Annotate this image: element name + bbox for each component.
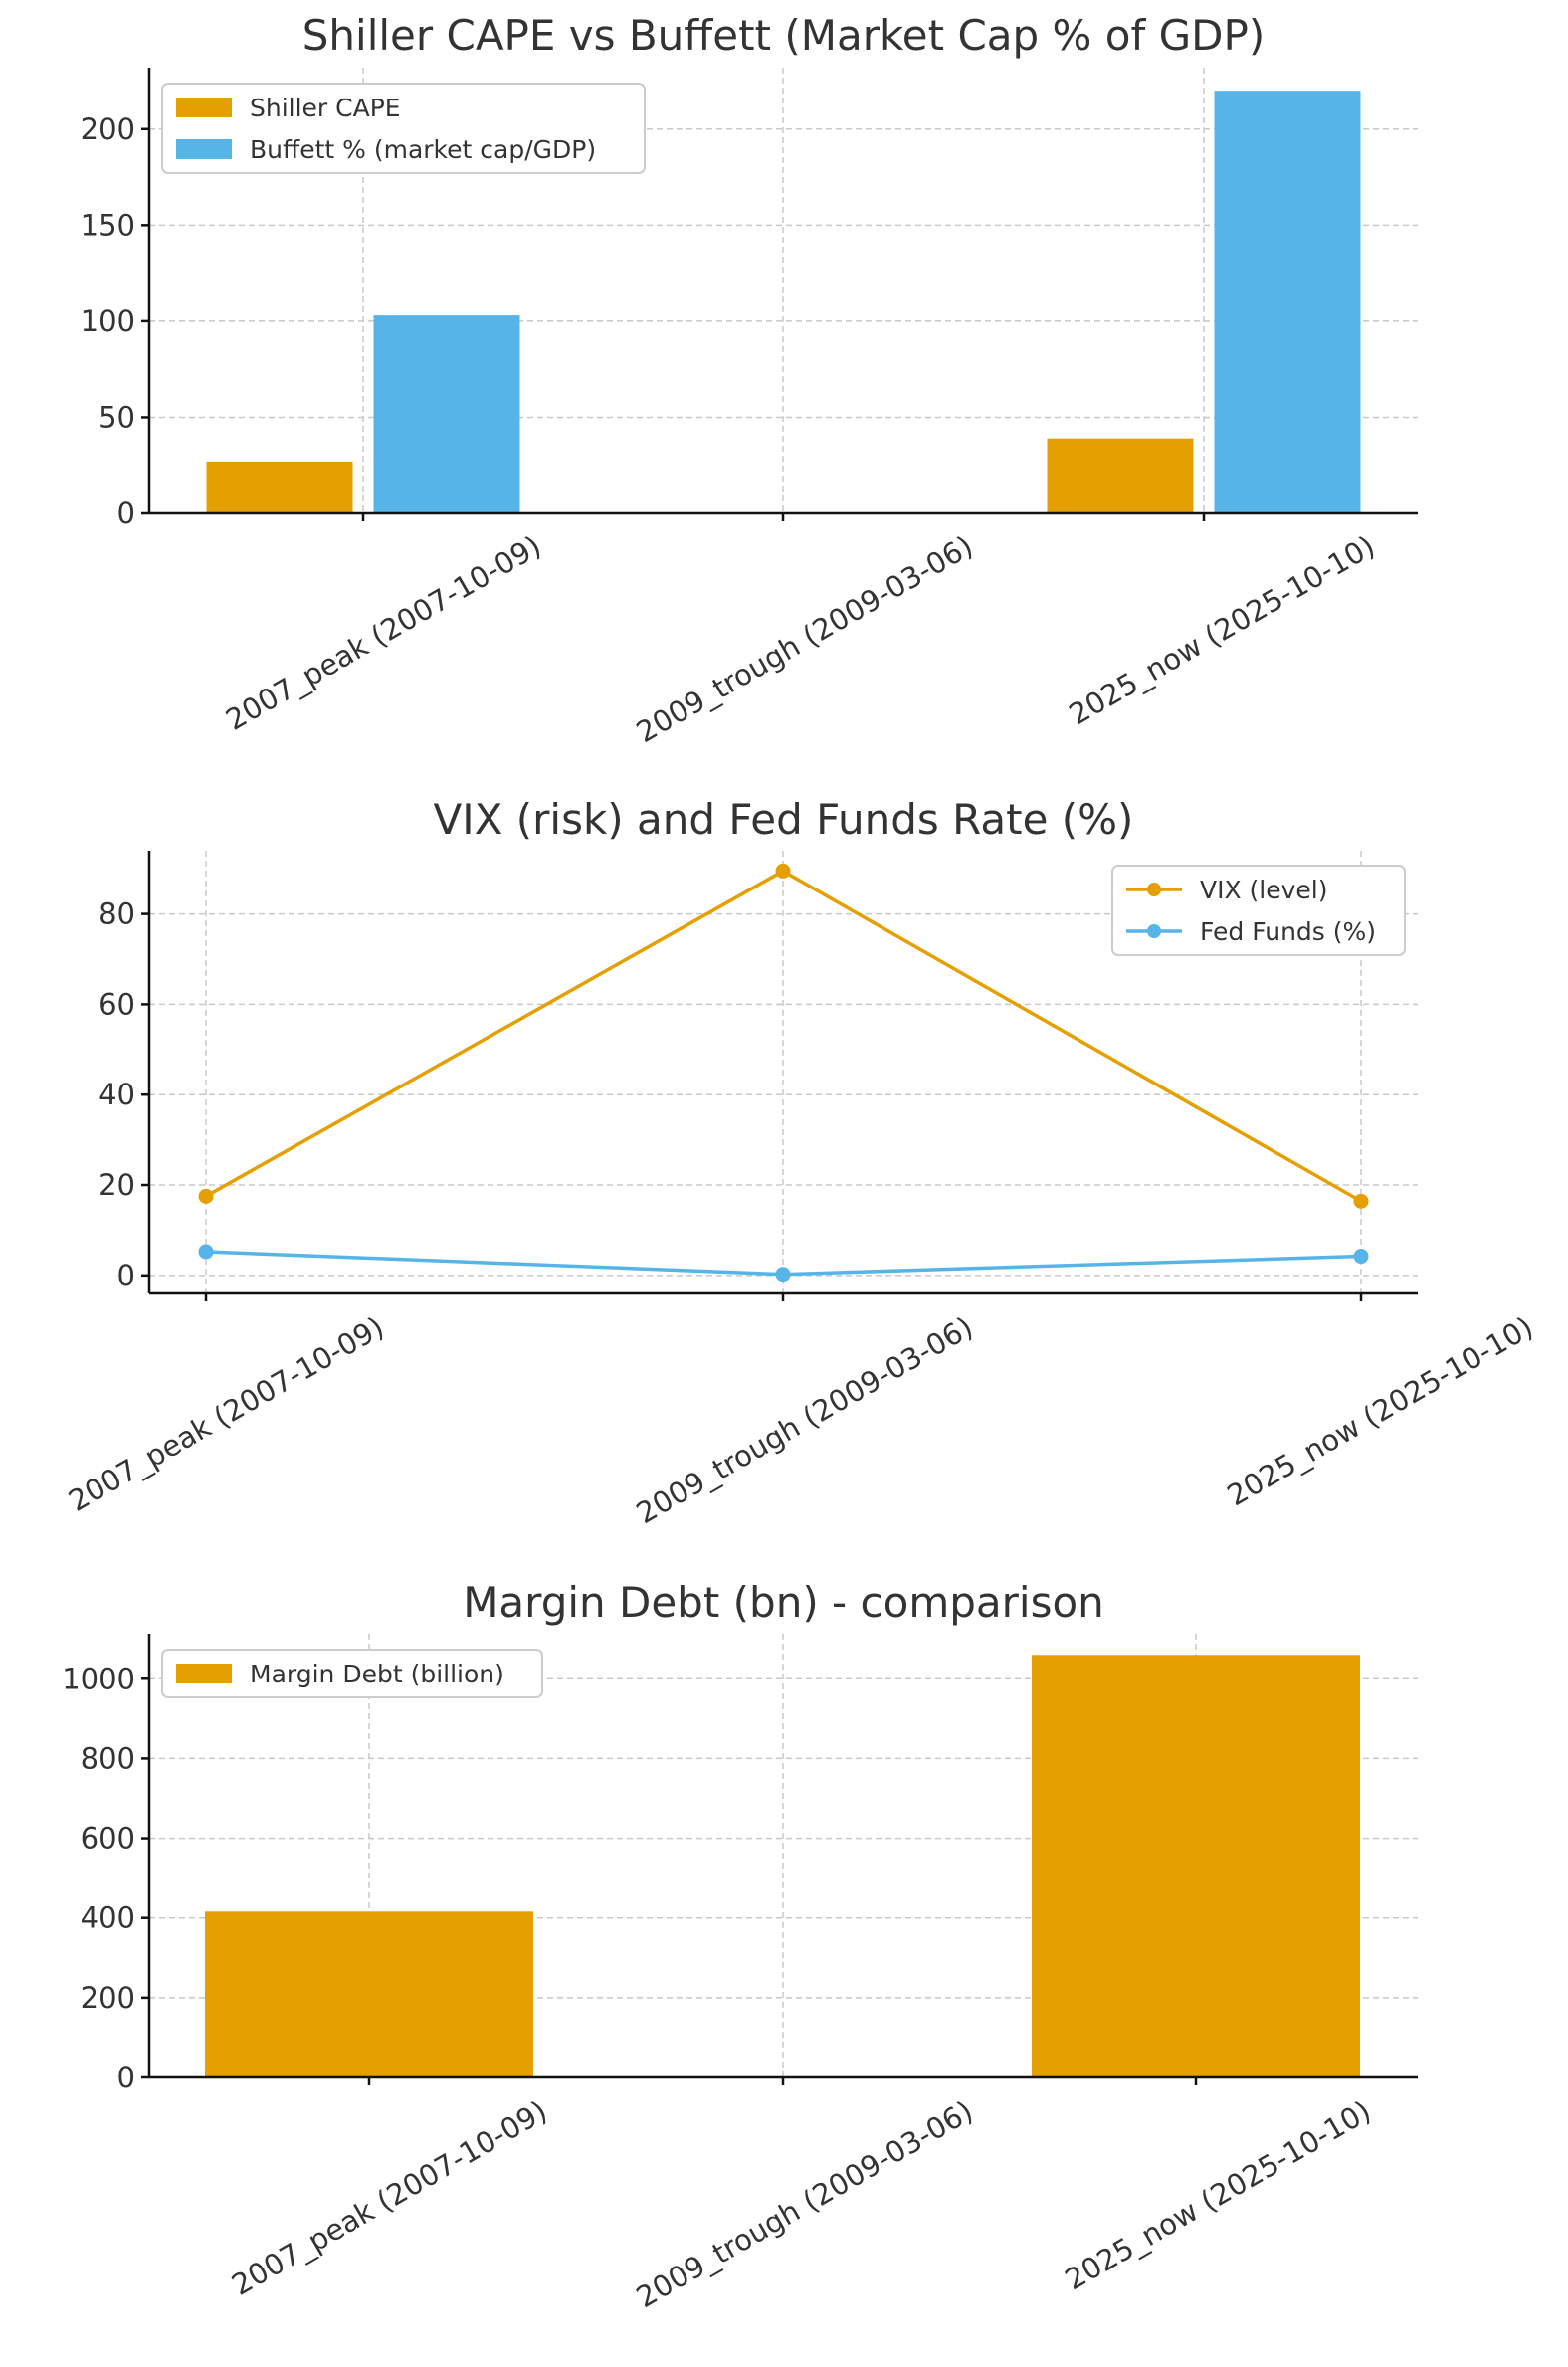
x-tick-label: 2025_now (2025-10-10) [1222,1310,1539,1513]
legend-box [161,1649,543,1698]
x-tick-label: 2025_now (2025-10-10) [1060,2094,1377,2297]
legend-swatch [176,98,232,117]
bar-buffett-market-cap-gdp-2007-peak-2007-10-09 [373,315,520,513]
point-vix-level-2025-now-2025-10-10 [1353,1193,1369,1209]
y-tick-label: 0 [117,2061,135,2094]
x-tick-label: 2009_trough (2009-03-06) [631,2094,979,2315]
chart-valuation: Shiller CAPE vs Buffett (Market Cap % of… [81,11,1418,749]
chart-vix-fedfunds: VIX (risk) and Fed Funds Rate (%) 0 20 40 60… [63,795,1538,1530]
legend-label: Shiller CAPE [250,94,401,122]
point-vix-level-2007-peak-2007-10-09 [198,1188,214,1204]
y-tick-label: 0 [117,496,135,530]
y-tick-label: 50 [98,400,135,434]
y-tick-label: 0 [117,1259,135,1292]
point-fed-funds-2009-trough-2009-03-06 [775,1267,791,1282]
x-tick-label: 2007_peak (2007-10-09) [226,2094,552,2302]
legend-label: Fed Funds (%) [1200,917,1376,946]
legend-swatch [176,139,232,159]
chart-title: Margin Debt (bn) - comparison [463,1578,1104,1627]
x-tick-label: 2009_trough (2009-03-06) [631,1310,979,1531]
x-tick-label: 2007_peak (2007-10-09) [220,529,546,737]
legend-swatch-marker [1147,883,1161,896]
y-tick-label: 80 [98,897,135,931]
bar-shiller-cape-2025-now-2025-10-10 [1047,438,1194,513]
legend-label: VIX (level) [1200,876,1328,904]
bar-margin-debt-billion-2007-peak-2007-10-09 [205,1911,533,2077]
bar-margin-debt-billion-2025-now-2025-10-10 [1032,1655,1360,2077]
y-tick-label: 400 [81,1901,135,1935]
y-tick-label: 200 [81,1981,135,2015]
point-vix-level-2009-trough-2009-03-06 [775,863,791,879]
y-tick-label: 40 [98,1078,135,1111]
legend-label: Buffett % (market cap/GDP) [250,135,596,164]
legend-box [161,83,646,174]
x-tick-label: 2007_peak (2007-10-09) [63,1310,389,1518]
x-tick-label: 2009_trough (2009-03-06) [631,529,979,750]
bar-buffett-market-cap-gdp-2025-now-2025-10-10 [1214,91,1361,513]
chart-title: VIX (risk) and Fed Funds Rate (%) [434,795,1134,844]
point-fed-funds-2007-peak-2007-10-09 [198,1244,214,1260]
point-fed-funds-2025-now-2025-10-10 [1353,1249,1369,1265]
legend-label: Margin Debt (billion) [250,1660,504,1688]
x-tick-label: 2025_now (2025-10-10) [1064,529,1381,732]
bar-shiller-cape-2007-peak-2007-10-09 [206,461,353,513]
chart-title: Shiller CAPE vs Buffett (Market Cap % of… [302,11,1265,60]
y-tick-label: 600 [81,1822,135,1856]
y-tick-label: 200 [81,112,135,146]
y-tick-label: 1000 [62,1662,135,1695]
y-tick-label: 800 [81,1741,135,1775]
y-tick-label: 100 [81,304,135,338]
y-tick-label: 60 [98,987,135,1021]
legend-box [1111,865,1406,956]
legend-swatch-marker [1147,924,1161,938]
y-tick-label: 20 [98,1168,135,1202]
legend-swatch [176,1664,232,1683]
chart-margin-debt: Margin Debt (bn) - comparison 0 200 400 600 8… [62,1578,1418,2314]
y-tick-label: 150 [81,208,135,242]
